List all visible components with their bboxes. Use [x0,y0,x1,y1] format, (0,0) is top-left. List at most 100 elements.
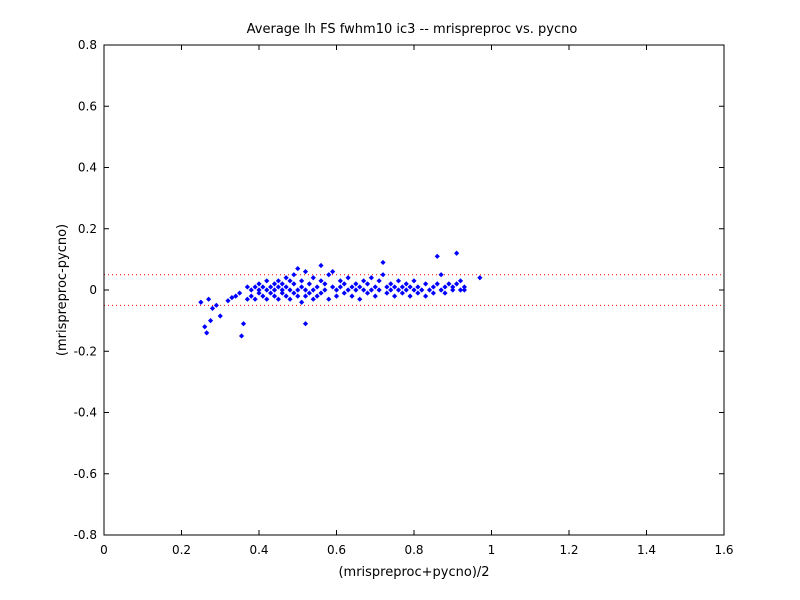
x-tick-label: 0.4 [249,543,268,557]
data-point [430,284,436,290]
data-point [299,299,305,305]
data-point [392,293,398,299]
data-point [454,250,460,256]
data-point [330,269,336,275]
data-point [287,296,293,302]
data-point [372,284,378,290]
data-point [240,321,247,327]
x-tick-label: 1 [488,543,496,557]
data-point [291,272,297,278]
data-point [322,281,328,287]
data-point [299,284,305,290]
data-point [361,287,367,293]
data-point [318,262,324,269]
data-point [271,287,278,293]
data-point [256,281,262,287]
data-point [345,287,351,293]
y-tick-label: 0.8 [78,38,97,52]
data-point [395,287,402,293]
data-point [264,296,270,302]
data-point [423,293,429,299]
data-point [415,290,421,296]
x-axis-label: (mrispreproc+pycno)/2 [338,565,489,580]
data-point [368,287,374,293]
data-point [326,272,332,278]
data-point [426,287,433,293]
data-point [271,281,278,287]
data-point [446,281,452,287]
data-point [256,290,262,296]
data-point [275,278,281,284]
data-point [434,281,440,287]
data-point [477,275,483,281]
data-point [314,293,320,299]
data-point [310,287,316,293]
data-point [337,284,343,290]
data-point [438,287,444,293]
data-point [268,284,274,290]
data-point [333,293,340,299]
data-point [248,293,254,299]
data-point [238,333,245,339]
data-point [411,278,417,284]
data-point [237,290,243,296]
data-point [361,278,367,284]
data-point [333,287,340,293]
x-tick-label: 0.6 [327,543,346,557]
data-point [275,284,281,290]
data-point [306,281,312,287]
data-point [372,293,378,299]
data-point [260,284,266,290]
data-point [419,287,425,293]
data-points [198,250,483,339]
data-point [442,290,448,296]
data-point [225,298,231,304]
y-tick-label: -0.4 [74,406,97,420]
data-point [326,296,332,302]
y-tick-label: -0.2 [74,344,97,358]
data-point [349,284,355,290]
data-point [283,275,289,281]
data-point [376,287,382,293]
data-point [430,290,436,296]
data-point [202,324,208,330]
data-point [353,287,359,293]
data-point [268,290,274,296]
x-tick-label: 0.2 [172,543,191,557]
y-tick-label: 0 [89,283,97,297]
data-point [434,253,440,259]
data-point [275,296,281,302]
data-point [384,290,390,296]
data-point [349,293,355,299]
data-point [388,281,394,287]
data-point [244,284,250,290]
data-point [302,293,309,299]
data-point [291,281,297,287]
data-point [454,281,460,287]
data-point [423,281,429,287]
data-point [407,284,413,290]
y-tick-label: 0.4 [78,161,97,175]
data-point [392,284,398,290]
y-tick-label: -0.8 [74,528,97,542]
data-point [287,287,293,293]
data-point [411,287,417,293]
data-point [388,287,394,293]
data-point [461,287,467,293]
data-point [207,318,214,324]
y-tick-label: 0.2 [78,222,97,236]
data-point [295,293,301,299]
x-axis-ticks: 0 0.2 0.4 0.6 0.8 1 1.2 1.4 1.6 [100,45,734,557]
x-tick-label: 0 [100,543,108,557]
data-point [310,275,316,281]
data-point [399,290,405,296]
data-point [306,290,312,296]
reference-lines [104,274,724,306]
data-point [407,293,413,299]
data-point [442,284,448,290]
data-point [252,296,258,302]
data-point [252,284,258,290]
data-point [295,287,301,293]
data-point [357,296,363,302]
